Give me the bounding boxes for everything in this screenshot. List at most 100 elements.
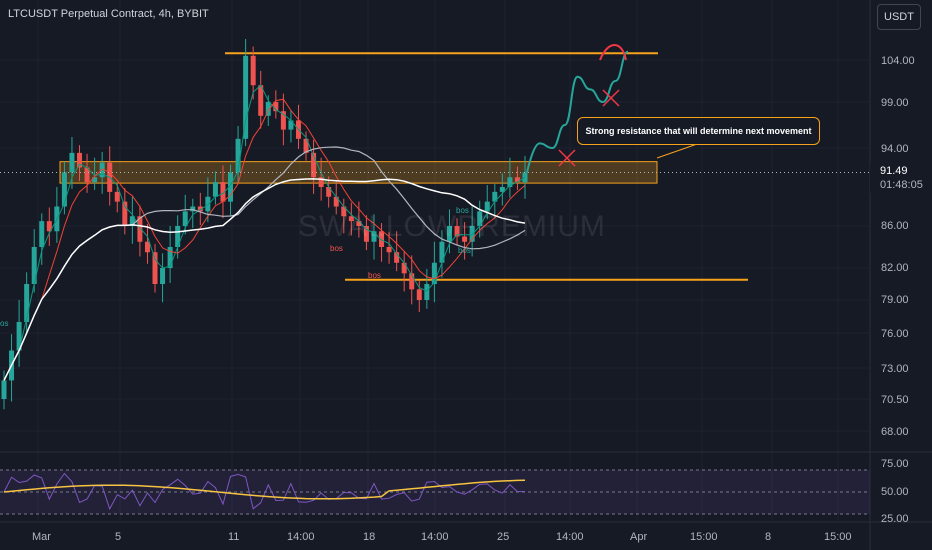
candle-body	[371, 231, 377, 242]
rsi-tick: 50.00	[881, 486, 909, 498]
callout-connector	[656, 142, 701, 159]
candle-body	[514, 177, 520, 183]
candle-body	[220, 182, 226, 202]
candle-body	[469, 226, 475, 242]
candle-body	[507, 177, 513, 187]
time-tick: Apr	[630, 531, 648, 543]
candle-body	[24, 284, 30, 322]
candle-body	[333, 196, 339, 207]
sma-fast-line	[3, 84, 526, 381]
bos-label: bos	[368, 271, 381, 280]
candle-body	[197, 206, 203, 212]
price-tick: 94.00	[881, 143, 909, 155]
candle-body	[144, 241, 150, 253]
last-price-value: 91.49	[880, 165, 908, 177]
alternative-path	[599, 44, 627, 61]
ema-long-line	[3, 178, 526, 381]
candle-body	[160, 268, 166, 284]
candle-body	[265, 102, 271, 116]
projection-path	[526, 50, 629, 173]
candle-body	[16, 322, 22, 351]
candle-body	[326, 187, 332, 197]
time-tick: 11	[228, 531, 240, 543]
price-tick: 73.00	[881, 363, 909, 375]
candle-body	[439, 241, 445, 263]
candle-body	[212, 182, 218, 197]
price-tick: 70.50	[881, 394, 909, 406]
candle-body	[46, 221, 52, 232]
price-tick: 68.00	[881, 426, 909, 438]
candle-body	[386, 247, 392, 253]
candle-body	[137, 216, 143, 242]
bos-label: bos	[330, 244, 343, 253]
candle-body	[69, 152, 75, 173]
candle-body	[401, 262, 407, 274]
candle-body	[84, 167, 90, 183]
candle-body	[348, 216, 354, 222]
price-tick: 76.00	[881, 328, 909, 340]
rsi-line	[3, 472, 526, 511]
candle-body	[167, 247, 173, 268]
time-tick: 14:00	[287, 531, 315, 543]
candle-body	[356, 221, 362, 226]
rsi-tick: 75.00	[881, 458, 909, 470]
candle-body	[288, 120, 294, 130]
currency-button[interactable]: USDT	[877, 4, 921, 30]
candle-body	[61, 172, 67, 207]
time-tick: 14:00	[421, 531, 449, 543]
price-tick: 104.00	[881, 55, 915, 67]
candle-body	[205, 196, 211, 212]
candle-body	[39, 221, 45, 247]
time-tick: 15:00	[690, 531, 718, 543]
price-tick: 86.00	[881, 220, 909, 232]
rsi-ma-line	[3, 479, 526, 500]
candle-body	[77, 152, 83, 168]
candle-body	[318, 177, 324, 187]
time-tick: 8	[765, 531, 772, 543]
candle-body	[454, 226, 460, 237]
chart-title: LTCUSDT Perpetual Contract, 4h, BYBIT	[8, 8, 209, 20]
cross-mark	[558, 149, 576, 167]
candle-body	[499, 187, 505, 192]
candle-body	[341, 206, 347, 217]
candle-body	[394, 252, 400, 263]
candle-body	[175, 226, 181, 247]
sma-slow-line	[3, 98, 526, 381]
candle-body	[243, 55, 249, 139]
time-tick: 14:00	[556, 531, 584, 543]
price-tick: 82.00	[881, 262, 909, 274]
candle-body	[92, 177, 98, 183]
candle-body	[31, 247, 37, 284]
price-tick: 99.00	[881, 97, 909, 109]
bos-label: os	[0, 319, 9, 328]
candle-body	[431, 262, 437, 284]
candle-body	[129, 216, 135, 226]
candle-body	[114, 191, 120, 202]
time-tick: Mar	[32, 531, 51, 543]
time-tick: 25	[497, 531, 510, 543]
candle-body	[152, 252, 158, 284]
time-tick: 18	[363, 531, 376, 543]
candle-body	[424, 284, 430, 300]
last-price-tag: 91.49 01:48:05	[870, 163, 932, 193]
candle-body	[522, 172, 528, 183]
candle-body	[258, 85, 264, 116]
candle-body	[182, 211, 188, 226]
candle-body	[303, 138, 309, 153]
candle-body	[477, 211, 483, 226]
candle-body	[122, 201, 128, 226]
candle-body	[446, 226, 452, 242]
candle-body	[1, 380, 7, 399]
candle-body	[484, 201, 490, 212]
time-tick: 5	[115, 531, 122, 543]
candle-body	[190, 206, 196, 212]
candle-body	[280, 111, 286, 130]
time-tick: 15:00	[824, 531, 852, 543]
candle-body	[311, 152, 317, 178]
candle-body	[235, 138, 241, 173]
price-tick: 79.00	[881, 294, 909, 306]
candle-body	[379, 231, 385, 247]
bos-label: bos	[458, 246, 471, 255]
rsi-tick: 25.00	[881, 513, 909, 525]
